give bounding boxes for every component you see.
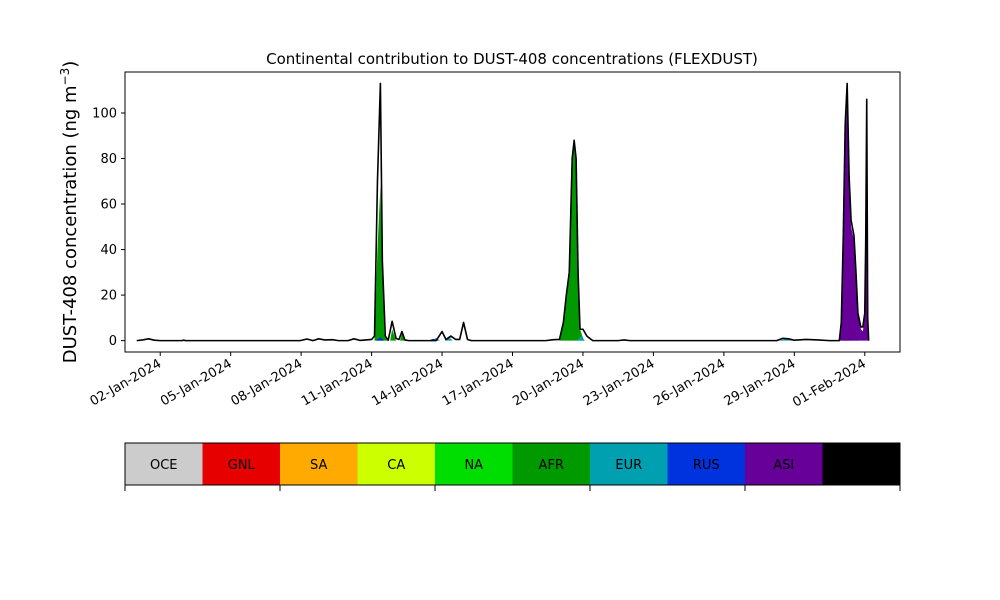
legend-label-rus: RUS (693, 458, 720, 473)
legend-swatch-oce (125, 443, 203, 485)
chart-title: Continental contribution to DUST-408 con… (266, 50, 758, 68)
legend-swatch-gnl (202, 443, 280, 485)
y-axis-label-close: ) (60, 61, 81, 68)
legend-swatch-sa (280, 443, 358, 485)
y-axis-label-superscript: −3 (58, 68, 72, 86)
y-tick-label: 60 (100, 198, 117, 213)
legend-label-oce: OCE (150, 458, 178, 473)
series-area-asi (839, 101, 869, 341)
legend-swatch-rus (667, 443, 745, 485)
legend-label-na: NA (464, 458, 483, 473)
legend-label-aus: AUS (848, 458, 875, 473)
legend-swatch-na (435, 443, 513, 485)
y-tick-label: 80 (100, 152, 117, 167)
legend-label-sa: SA (310, 458, 327, 473)
legend-swatch-asi (745, 443, 823, 485)
legend-frame (124, 442, 901, 486)
series-group (136, 82, 870, 342)
y-tick-label: 40 (100, 243, 117, 258)
legend-swatch-aus (822, 443, 900, 485)
y-axis-label-main: DUST-408 concentration (ng m (60, 85, 81, 363)
legend-label-asi: ASI (773, 458, 794, 473)
y-tick-label: 100 (92, 106, 117, 121)
y-axis-label: DUST-408 concentration (ng m−3) (58, 61, 81, 364)
legend-swatch-ca (357, 443, 435, 485)
legend-swatch-afr (512, 443, 590, 485)
y-tick-label: 20 (100, 289, 117, 304)
legend-label-eur: EUR (615, 458, 642, 473)
legend-label-ca: CA (387, 458, 405, 473)
legend-label-gnl: GNL (228, 458, 256, 473)
y-tick-label: 0 (109, 334, 117, 349)
legend-swatch-eur (590, 443, 668, 485)
total-concentration-line (136, 82, 870, 342)
legend-label-afr: AFR (539, 458, 564, 473)
legend-colorbar: OCE GNL SA CA NA AFR EUR RUS ASI AUS (124, 442, 901, 491)
